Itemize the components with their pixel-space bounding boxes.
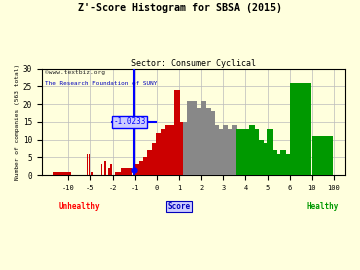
Bar: [192, 101, 197, 175]
Bar: [148, 150, 153, 175]
Bar: [227, 129, 233, 175]
Bar: [104, 161, 106, 175]
Title: Sector: Consumer Cyclical: Sector: Consumer Cyclical: [131, 59, 256, 68]
Bar: [161, 129, 166, 175]
Bar: [53, 171, 71, 175]
Bar: [126, 168, 132, 175]
Bar: [240, 129, 246, 175]
Bar: [297, 171, 298, 175]
Bar: [110, 164, 112, 175]
Bar: [205, 108, 211, 175]
Y-axis label: Number of companies (563 total): Number of companies (563 total): [15, 64, 20, 180]
Bar: [170, 126, 175, 175]
Bar: [254, 129, 259, 175]
Bar: [236, 129, 242, 175]
Bar: [91, 171, 93, 175]
Bar: [294, 168, 296, 175]
Bar: [183, 122, 188, 175]
Text: Healthy: Healthy: [307, 202, 339, 211]
Text: Z'-Score Histogram for SBSA (2015): Z'-Score Histogram for SBSA (2015): [78, 3, 282, 13]
Bar: [139, 161, 144, 175]
Bar: [196, 108, 202, 175]
Bar: [245, 129, 250, 175]
Bar: [292, 164, 294, 175]
Bar: [179, 122, 184, 175]
Bar: [100, 164, 103, 175]
Bar: [300, 83, 301, 175]
Bar: [89, 154, 90, 175]
Bar: [218, 129, 224, 175]
Bar: [156, 133, 162, 175]
Bar: [165, 126, 171, 175]
Bar: [290, 83, 311, 175]
Bar: [143, 157, 149, 175]
Bar: [187, 101, 193, 175]
Bar: [290, 161, 292, 175]
Bar: [152, 143, 157, 175]
Bar: [271, 150, 277, 175]
Text: ©www.textbiz.org: ©www.textbiz.org: [45, 70, 105, 75]
Bar: [210, 111, 215, 175]
Bar: [201, 101, 206, 175]
Bar: [61, 171, 62, 175]
Text: -1.0233: -1.0233: [113, 117, 145, 126]
Bar: [276, 154, 282, 175]
Bar: [214, 126, 219, 175]
Bar: [108, 168, 110, 175]
Text: The Research Foundation of SUNY: The Research Foundation of SUNY: [45, 82, 157, 86]
Bar: [115, 171, 121, 175]
Bar: [267, 129, 273, 175]
Text: Unhealthy: Unhealthy: [59, 202, 100, 211]
Bar: [285, 154, 290, 175]
Bar: [174, 90, 180, 175]
Bar: [280, 150, 286, 175]
Bar: [249, 126, 255, 175]
Bar: [258, 140, 264, 175]
Bar: [121, 168, 126, 175]
Bar: [223, 126, 228, 175]
Bar: [312, 136, 333, 175]
Bar: [86, 154, 88, 175]
Bar: [262, 143, 268, 175]
Bar: [134, 164, 140, 175]
Bar: [231, 126, 237, 175]
Text: Score: Score: [167, 202, 190, 211]
